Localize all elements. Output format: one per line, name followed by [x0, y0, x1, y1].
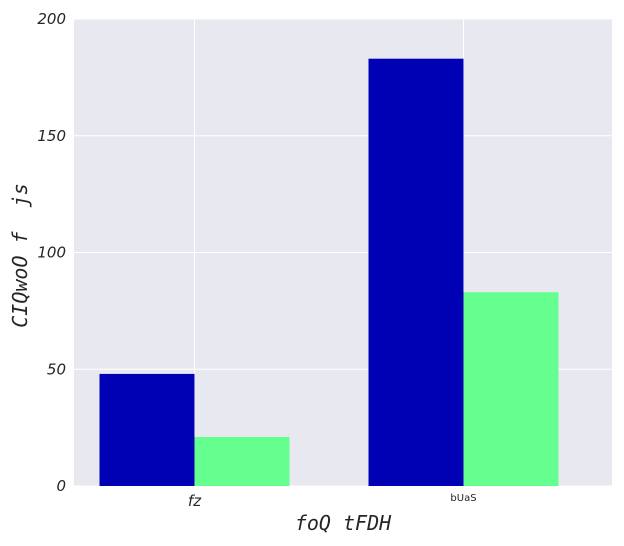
y-tick-label: 0 [56, 477, 66, 495]
bar-series1-bUaS [368, 58, 464, 486]
y-axis-ticks: 0 50 100 150 200 [37, 10, 66, 495]
y-tick-label: 150 [37, 127, 66, 145]
bar-series2-fz [194, 436, 290, 486]
x-tick-label: bUaS [450, 493, 476, 504]
y-tick-label: 50 [47, 360, 66, 378]
bar-series1-fz [99, 373, 195, 486]
y-tick-label: 200 [37, 10, 66, 28]
bar-series2-bUaS [463, 292, 559, 486]
y-axis-label: CIQwoO f js [8, 183, 32, 328]
x-axis-label: foQ tFDH [295, 511, 392, 535]
y-tick-label: 100 [37, 244, 66, 262]
x-tick-label: fz [188, 492, 202, 510]
x-axis-ticks: fz bUaS [188, 492, 477, 510]
bars [99, 58, 559, 486]
